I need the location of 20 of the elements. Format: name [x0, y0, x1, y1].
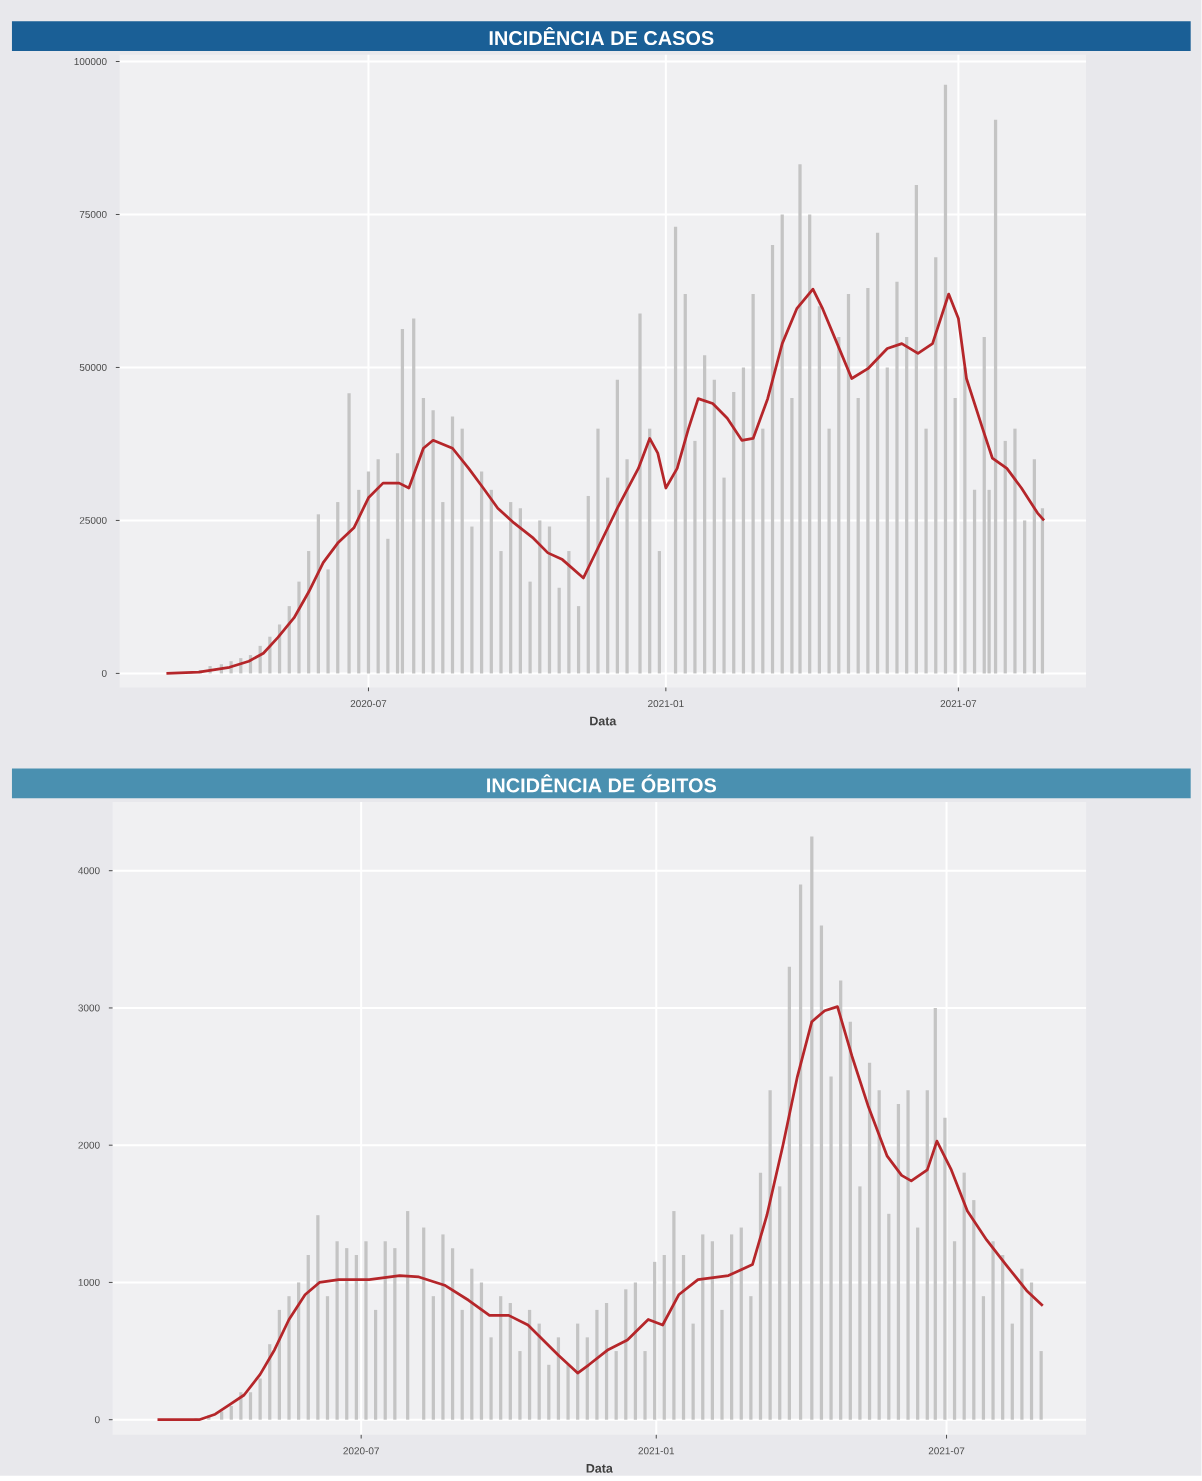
y-tick-label: 3000 [78, 1004, 100, 1012]
y-tick-label: 50000 [79, 363, 107, 371]
x-tick-label: 2021-07 [928, 1447, 965, 1455]
x-tick-label: 2020-07 [350, 700, 387, 708]
x-tick-label: 2021-01 [638, 1447, 675, 1455]
chart-title: INCIDÊNCIA DE ÓBITOS [487, 774, 717, 793]
y-tick-label: 0 [102, 669, 107, 677]
y-tick-label: 0 [95, 1416, 100, 1424]
x-axis-title: Data [590, 716, 617, 726]
y-tick-label: 100000 [74, 57, 107, 66]
x-tick-label: 2021-01 [648, 700, 684, 708]
y-tick-label: 1000 [78, 1278, 100, 1286]
y-tick-label: 4000 [78, 867, 100, 875]
y-tick-label: 2000 [78, 1141, 100, 1149]
x-axis-title: Data [586, 1464, 614, 1473]
x-tick-label: 2021-07 [940, 700, 977, 708]
x-tick-label: 2020-07 [343, 1447, 380, 1455]
y-tick-label: 25000 [80, 516, 107, 524]
chart-title: INCIDÊNCIA DE CASOS [489, 27, 714, 46]
y-tick-label: 75000 [80, 210, 107, 218]
